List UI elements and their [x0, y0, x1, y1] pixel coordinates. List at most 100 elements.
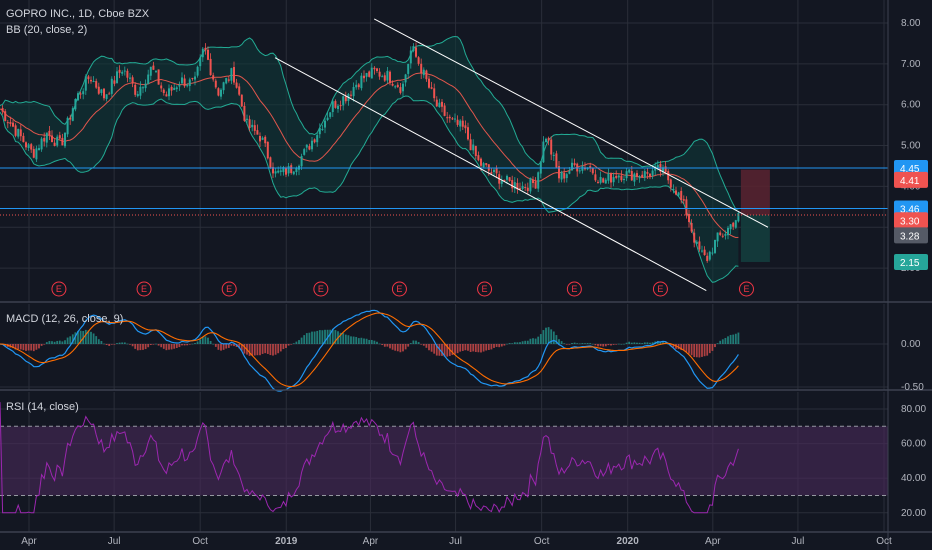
macd-histogram-bar: [14, 344, 17, 350]
macd-histogram-bar: [220, 344, 222, 351]
macd-histogram-bar: [513, 342, 516, 344]
macd-histogram-bar: [659, 341, 662, 344]
macd-histogram-bar: [617, 343, 620, 345]
macd-histogram-bar: [721, 339, 724, 344]
candle-body: [155, 71, 157, 73]
macd-histogram-bar: [519, 342, 521, 344]
macd-histogram-bar: [589, 343, 592, 344]
candle-body: [363, 75, 365, 79]
macd-histogram-bar: [274, 344, 277, 355]
candle-body: [365, 73, 368, 77]
candle-body: [144, 83, 147, 89]
candle-body: [719, 232, 722, 235]
macd-histogram-bar: [48, 341, 51, 344]
macd-indicator-label[interactable]: MACD (12, 26, close, 9): [6, 313, 123, 325]
candle-body: [693, 232, 696, 243]
candle-body: [594, 174, 597, 181]
candle-body: [667, 171, 670, 181]
macd-histogram-bar: [729, 334, 732, 344]
earnings-label: E: [743, 284, 749, 294]
candle-body: [175, 87, 178, 90]
earnings-marker: [652, 281, 668, 297]
macd-histogram-bar: [368, 339, 371, 344]
candle-body: [103, 88, 105, 99]
bb-indicator-label[interactable]: BB (20, close, 2): [6, 24, 87, 36]
symbol-title[interactable]: GOPRO INC., 1D, Cboe BZX: [6, 8, 150, 20]
macd-histogram-bar: [17, 344, 20, 350]
macd-histogram-bar: [316, 330, 319, 344]
candle-body: [571, 162, 573, 171]
macd-histogram-bar: [108, 344, 111, 346]
candle-body: [638, 176, 641, 179]
macd-histogram-bar: [498, 344, 501, 348]
macd-histogram-bar: [404, 344, 407, 350]
macd-histogram-bar: [529, 338, 532, 344]
macd-histogram-bar: [77, 330, 79, 344]
price-tick-label: 8.00: [901, 18, 921, 29]
macd-histogram-bar: [399, 344, 402, 353]
candle-body: [22, 135, 25, 143]
candle-body: [469, 139, 472, 151]
candle-body: [131, 77, 134, 84]
candle-body: [321, 128, 324, 130]
candle-body: [724, 233, 727, 236]
macd-tick-label: 0.00: [901, 339, 921, 350]
candle-body: [272, 167, 274, 174]
candle-body: [43, 138, 46, 142]
macd-histogram-bar: [545, 327, 547, 344]
macd-histogram-bar: [207, 337, 209, 344]
time-tick-label: Oct: [192, 536, 208, 547]
candle-body: [246, 118, 248, 120]
macd-histogram-bar: [381, 344, 384, 346]
macd-histogram-bar: [646, 342, 649, 344]
price-badge-text: 4.45: [900, 164, 920, 175]
candle-body: [350, 94, 352, 96]
candle-body: [422, 69, 425, 76]
earnings-marker: [136, 281, 152, 297]
candle-body: [64, 132, 66, 147]
price-badge: [894, 171, 928, 188]
candle-body: [433, 88, 436, 99]
earnings-label: E: [571, 284, 577, 294]
candle-body: [61, 137, 64, 146]
rsi-tick-label: 80.00: [901, 404, 926, 415]
earnings-marker: [738, 281, 754, 297]
candle-body: [45, 132, 48, 143]
candle-body: [695, 241, 698, 244]
time-axis[interactable]: Apr Jul Oct 2019 Apr Jul Oct 2020 Apr Jul Oct: [21, 536, 892, 547]
candle-body: [149, 66, 152, 76]
candle-body: [105, 94, 108, 99]
macd-histogram-bar: [38, 344, 40, 349]
candle-body: [69, 117, 72, 120]
macd-histogram-bar: [100, 340, 103, 344]
candle-body: [329, 112, 332, 117]
candle-body: [66, 117, 69, 135]
candle-body: [578, 170, 581, 172]
macd-histogram-bar: [500, 344, 503, 347]
macd-histogram-bar: [290, 344, 293, 345]
candle-body: [552, 154, 555, 156]
macd-histogram-bar: [472, 344, 475, 352]
earnings-label: E: [56, 284, 62, 294]
bb-basis-line: [0, 72, 739, 239]
candle-body: [565, 174, 568, 179]
candle-body: [173, 87, 176, 91]
macd-histogram-bar: [79, 330, 82, 344]
candle-body: [25, 142, 27, 148]
rsi-indicator-label[interactable]: RSI (14, close): [6, 401, 79, 413]
candle-body: [737, 212, 740, 222]
macd-histogram-bar: [61, 341, 64, 344]
candle-body: [77, 93, 79, 101]
candle-body: [188, 79, 191, 86]
macd-histogram-bar: [118, 342, 121, 344]
macd-histogram-bar: [633, 342, 636, 344]
macd-histogram-bar: [373, 340, 376, 344]
rsi-line: [0, 402, 739, 514]
macd-histogram-bar: [134, 344, 137, 349]
candle-body: [316, 135, 319, 143]
candle-body: [259, 135, 261, 142]
candle-body: [165, 94, 168, 97]
